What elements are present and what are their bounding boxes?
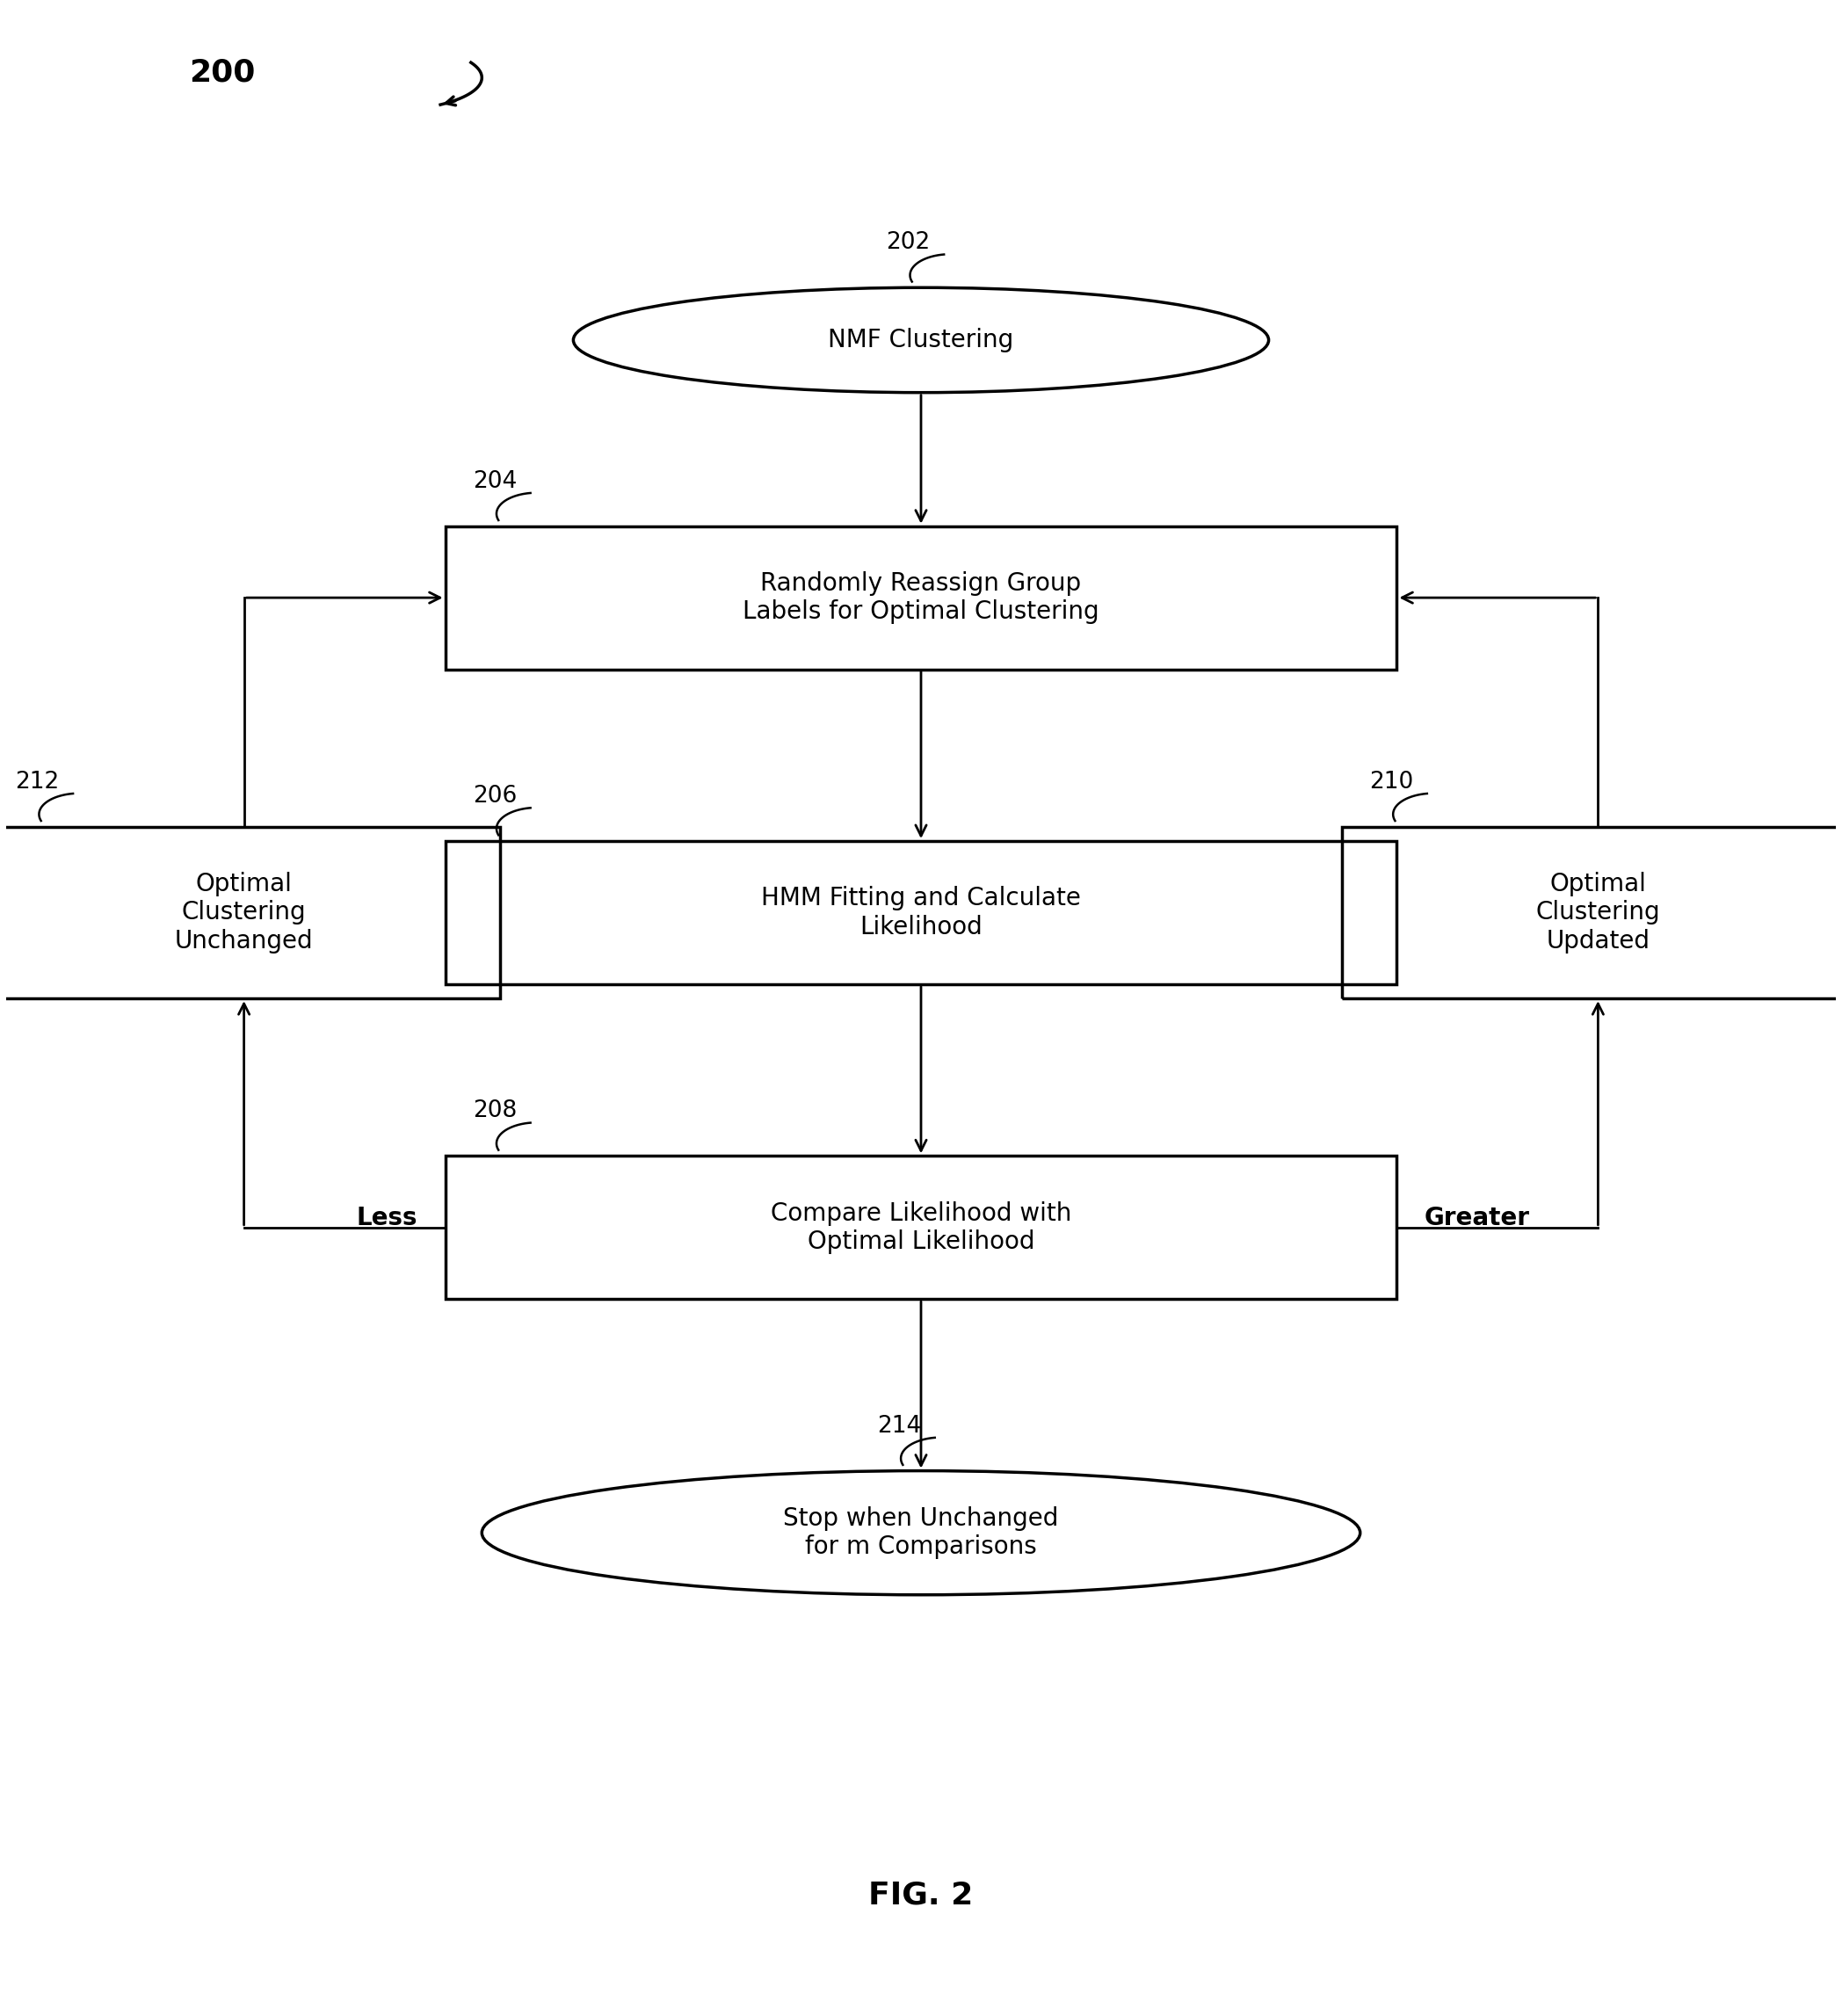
Text: Randomly Reassign Group
Labels for Optimal Clustering: Randomly Reassign Group Labels for Optim… (742, 571, 1100, 625)
Text: 210: 210 (1369, 770, 1413, 794)
Text: 200: 200 (190, 58, 256, 89)
Bar (0, 827, 501, 998)
Text: Stop when Unchanged
for m Comparisons: Stop when Unchanged for m Comparisons (783, 1506, 1059, 1558)
Bar (1341, 827, 1842, 998)
Text: Compare Likelihood with
Optimal Likelihood: Compare Likelihood with Optimal Likeliho… (770, 1202, 1072, 1254)
Text: Greater: Greater (1424, 1206, 1529, 1230)
Text: HMM Fitting and Calculate
Likelihood: HMM Fitting and Calculate Likelihood (761, 887, 1081, 939)
Text: NMF Clustering: NMF Clustering (829, 329, 1013, 353)
Text: Optimal
Clustering
Unchanged: Optimal Clustering Unchanged (175, 871, 313, 954)
Bar (446, 841, 1396, 984)
Text: Less: Less (357, 1206, 418, 1230)
Text: 208: 208 (473, 1099, 518, 1123)
Text: 204: 204 (473, 470, 518, 492)
Text: 206: 206 (473, 784, 518, 808)
Text: 202: 202 (886, 232, 930, 254)
Bar (446, 526, 1396, 669)
Text: FIG. 2: FIG. 2 (869, 1881, 973, 1911)
Bar (446, 1155, 1396, 1298)
Text: 214: 214 (877, 1415, 921, 1437)
Text: Optimal
Clustering
Updated: Optimal Clustering Updated (1536, 871, 1660, 954)
Text: 212: 212 (15, 770, 59, 794)
